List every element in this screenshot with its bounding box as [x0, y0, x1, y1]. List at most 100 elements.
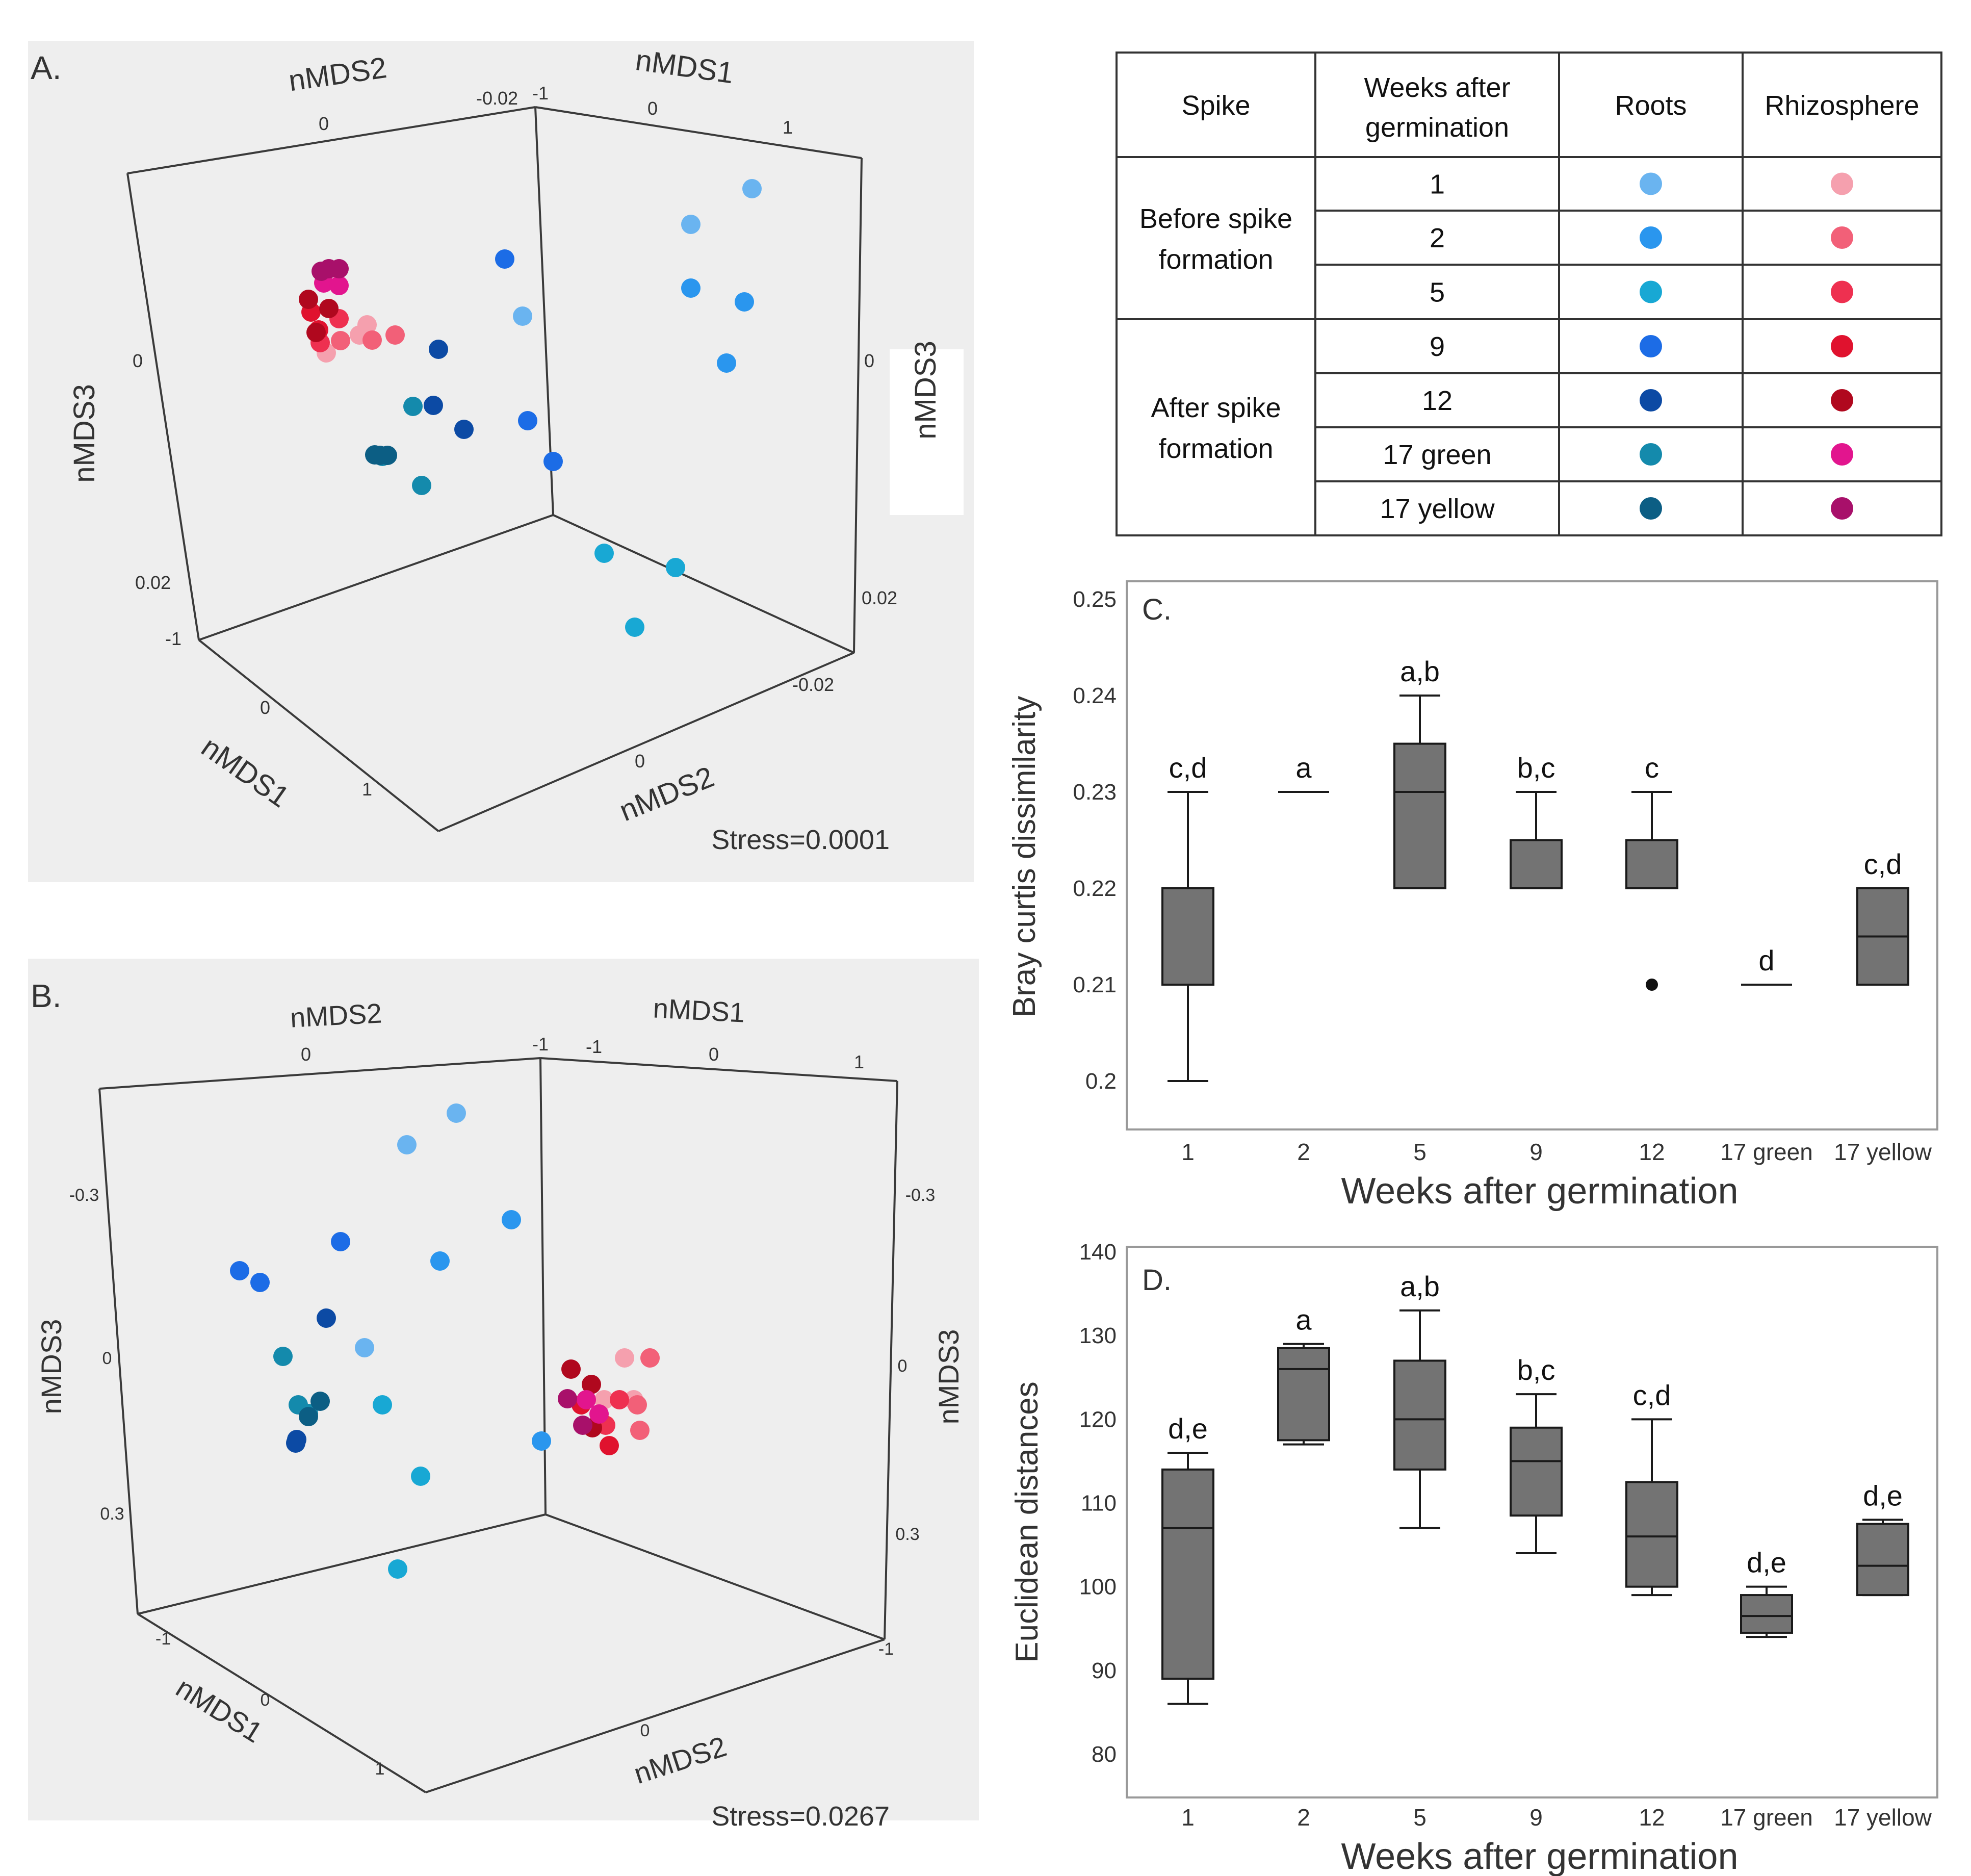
legend-rhizosphere-swatch [1831, 389, 1853, 412]
legend-week-value: 17 green [1383, 440, 1491, 470]
panel-c-significance-letters: c,d [1864, 848, 1902, 880]
legend-roots-swatch [1640, 443, 1662, 466]
panel-d-ytick-label: 140 [1079, 1240, 1117, 1265]
panel-a-tick: 0 [864, 350, 874, 371]
panel-d-box [1393, 1359, 1446, 1471]
panel-d-xtick-label: 17 yellow [1834, 1804, 1932, 1831]
panel-b-point-roots [317, 1308, 336, 1328]
panel-a-tick: 0.02 [862, 587, 897, 608]
panel-d-box [1510, 1426, 1563, 1517]
panel-d-ytick-label: 100 [1079, 1575, 1117, 1600]
legend-header-spike: Spike [1181, 90, 1250, 121]
panel-b-tick: 0.3 [895, 1525, 919, 1544]
panel-a-point-rhizosphere [331, 331, 350, 350]
panel-a-axis-label-nmds3-right: nMDS3 [909, 341, 942, 439]
panel-a-tick: 0 [647, 98, 658, 119]
panel-d-xtick-label: 1 [1181, 1804, 1195, 1831]
panel-d-ylabel: Euclidean distances [1009, 1381, 1045, 1662]
panel-a-point-roots [666, 558, 685, 577]
panel-d-label: D. [1142, 1264, 1172, 1297]
panel-c-significance-letters: c [1645, 752, 1659, 784]
panel-d-box [1277, 1347, 1330, 1442]
panel-b-point-roots [373, 1395, 392, 1415]
panel-c-label: C. [1142, 593, 1172, 626]
panel-d-significance-letters: d,e [1863, 1479, 1903, 1511]
panel-b-point-rhizosphere [589, 1404, 609, 1424]
legend-rhizosphere-swatch [1831, 226, 1853, 249]
legend-rhizosphere-swatch [1831, 172, 1853, 195]
panel-b-point-roots [532, 1431, 551, 1451]
legend-week-value: 12 [1422, 386, 1453, 416]
panel-c-box [1161, 887, 1214, 986]
legend-week-value: 2 [1430, 223, 1445, 253]
panel-b-tick: 0 [709, 1044, 719, 1065]
panel-d-xtick-label: 17 green [1720, 1804, 1813, 1831]
panel-a-tick: -0.02 [792, 674, 834, 695]
panel-b-point-roots [355, 1338, 374, 1357]
panel-d-xtick-label: 12 [1639, 1804, 1665, 1831]
panel-b-tick: -1 [532, 1034, 549, 1055]
panel-c-xtick-label: 5 [1413, 1139, 1427, 1165]
panel-c-significance-letters: a,b [1400, 655, 1440, 687]
panel-b-point-roots [230, 1261, 249, 1280]
panel-b-3d-nmds: B. nMDS2 nMDS1 0 -1 -1 0 1 nMDS3 -0.3 0 … [28, 959, 979, 1832]
panel-d-ytick-label: 120 [1079, 1407, 1117, 1432]
panel-b-tick: -1 [586, 1036, 602, 1057]
panel-a-point-roots [742, 179, 762, 198]
panel-c-significance-letters: d [1758, 944, 1774, 976]
legend-roots-swatch [1640, 389, 1662, 412]
legend-week-value: 5 [1430, 277, 1445, 308]
legend-group-label: Before spike formation [1139, 203, 1292, 275]
panel-a-point-roots [681, 278, 701, 298]
panel-c-ytick-label: 0.22 [1073, 876, 1117, 901]
legend-group-label-line: formation [1158, 244, 1273, 275]
panel-b-point-rhizosphere [628, 1395, 647, 1415]
panel-d-significance-letters: d,e [1747, 1547, 1786, 1579]
panel-c-xtick-label: 9 [1529, 1139, 1543, 1165]
legend-week-value: 17 yellow [1380, 494, 1495, 524]
panel-b-point-roots [310, 1392, 330, 1411]
legend-rhizosphere-swatch [1831, 497, 1853, 520]
panel-b-point-rhizosphere [600, 1436, 619, 1455]
panel-d-xtick-label: 5 [1413, 1804, 1427, 1831]
panel-a-stress: Stress=0.0001 [711, 825, 890, 855]
panel-b-point-roots [331, 1232, 350, 1251]
panel-a-right-label-box [890, 349, 964, 515]
panel-a-point-roots [735, 292, 754, 312]
legend-header-weeks-line: germination [1365, 112, 1509, 143]
panel-a-tick: 0.02 [135, 572, 171, 593]
panel-b-tick: 1 [854, 1051, 864, 1072]
panel-d-box [1161, 1468, 1214, 1680]
panel-d-box [1856, 1523, 1909, 1597]
panel-c-significance-letters: b,c [1517, 752, 1555, 784]
panel-c-outlier [1646, 979, 1658, 991]
panel-b-tick: 0 [261, 1690, 270, 1710]
panel-a-label: A. [31, 49, 61, 86]
panel-a-points [299, 179, 762, 637]
panel-d-significance-letters: d,e [1168, 1412, 1208, 1445]
panel-a-point-rhizosphere [299, 290, 318, 309]
panel-c-boxplot: C. Bray curtis dissimilarity Weeks after… [1007, 580, 1938, 1212]
panel-c-ytick-label: 0.21 [1073, 972, 1117, 997]
panel-b-point-roots [411, 1467, 430, 1486]
panel-c-xtick-label: 1 [1181, 1139, 1195, 1165]
panel-b-point-roots [286, 1433, 305, 1453]
panel-b-point-rhizosphere [577, 1390, 596, 1409]
panel-b-point-roots [430, 1251, 450, 1271]
panel-a-3d-nmds: A. nMDS2 nMDS1 0 -0.02 -1 0 1 nMDS3 0 0.… [28, 41, 974, 882]
legend-group-label: After spike formation [1151, 393, 1281, 464]
panel-a-point-roots [495, 249, 514, 269]
panel-c-xtick-label: 2 [1297, 1139, 1310, 1165]
panel-c-box [1393, 742, 1446, 889]
panel-b-tick: 0 [102, 1349, 112, 1368]
panel-a-point-roots [424, 396, 443, 415]
panel-a-point-rhizosphere [319, 299, 339, 318]
panel-c-box [1510, 839, 1563, 889]
legend-roots-swatch [1640, 280, 1662, 303]
panel-a-point-rhizosphere [362, 330, 382, 350]
panel-a-point-rhizosphere [312, 262, 331, 281]
legend-header-rhizosphere: Rhizosphere [1765, 90, 1919, 121]
panel-b-point-rhizosphere [561, 1359, 581, 1379]
legend-header-weeks: Weeks after germination [1364, 72, 1510, 143]
